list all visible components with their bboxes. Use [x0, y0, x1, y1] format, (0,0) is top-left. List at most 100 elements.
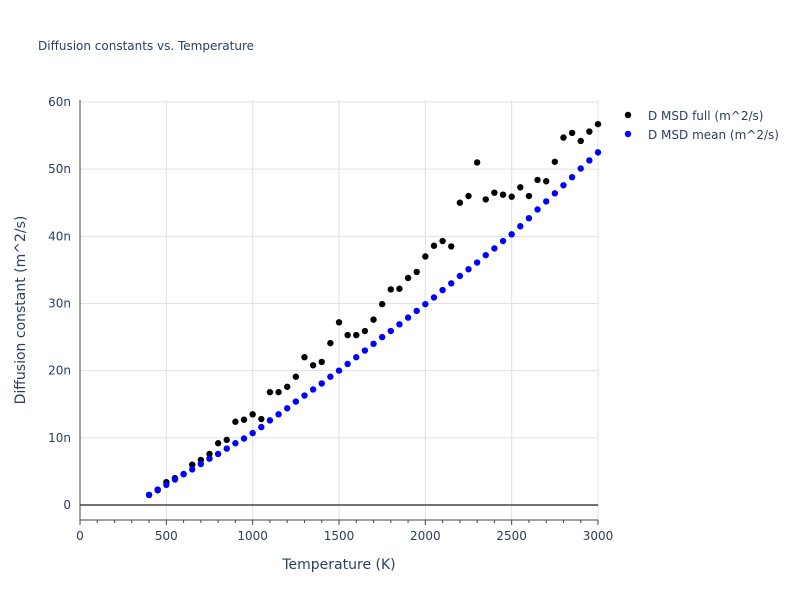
- point-d-msd-full: [413, 268, 420, 276]
- chart-title: Diffusion constants vs. Temperature: [38, 39, 254, 53]
- point-d-msd-full: [353, 331, 360, 339]
- point-d-msd-mean: [292, 398, 300, 405]
- point-d-msd-mean: [309, 386, 317, 393]
- x-tick-label: 500: [155, 529, 178, 543]
- point-d-msd-full: [465, 192, 472, 200]
- point-d-msd-full: [258, 415, 265, 423]
- point-d-msd-mean: [301, 392, 308, 399]
- y-axis-label: Diffusion constant (m^2/s): [13, 216, 29, 405]
- point-d-msd-mean: [439, 286, 446, 294]
- point-d-msd-mean: [214, 450, 222, 458]
- point-d-msd-mean: [197, 460, 205, 468]
- point-d-msd-full: [543, 178, 550, 185]
- legend-marker-mean: [624, 130, 632, 138]
- point-d-msd-full: [223, 436, 230, 444]
- point-d-msd-mean: [249, 429, 256, 437]
- point-d-msd-mean: [430, 294, 438, 301]
- point-d-msd-mean: [232, 440, 239, 447]
- point-d-msd-full: [232, 418, 239, 425]
- point-d-msd-mean: [275, 411, 282, 418]
- grid: [79, 100, 599, 525]
- point-d-msd-mean: [404, 314, 412, 321]
- y-tick-label: 30n: [48, 297, 71, 311]
- point-d-msd-mean: [586, 157, 593, 164]
- point-d-msd-full: [361, 327, 369, 335]
- point-d-msd-full: [284, 383, 291, 390]
- point-d-msd-mean: [189, 466, 196, 473]
- point-d-msd-mean: [543, 198, 550, 205]
- point-d-msd-mean: [551, 190, 559, 197]
- point-d-msd-mean: [396, 321, 403, 328]
- point-d-msd-full: [309, 362, 317, 369]
- point-d-msd-mean: [223, 445, 230, 452]
- point-d-msd-full: [482, 196, 489, 203]
- point-d-msd-full: [301, 354, 308, 361]
- point-d-msd-full: [517, 184, 524, 191]
- point-d-msd-mean: [240, 435, 248, 442]
- y-tick-label: 60n: [48, 95, 71, 109]
- tick-labels: 0 500 1000 1500 2000 2500 3000 0 10n 20n 30n 40n 50n…: [48, 95, 613, 543]
- legend-item-full[interactable]: D MSD full (m^2/s): [624, 109, 764, 123]
- point-d-msd-mean: [145, 491, 153, 499]
- point-d-msd-full: [551, 158, 559, 165]
- point-d-msd-mean: [413, 307, 420, 315]
- point-d-msd-full: [387, 286, 394, 293]
- point-d-msd-mean: [534, 206, 541, 213]
- point-d-msd-full: [214, 440, 222, 447]
- legend-label-full: D MSD full (m^2/s): [648, 109, 763, 123]
- y-tick-label: 20n: [48, 364, 71, 378]
- point-d-msd-full: [586, 128, 593, 135]
- point-d-msd-mean: [473, 259, 481, 266]
- point-d-msd-mean: [456, 272, 464, 280]
- point-d-msd-full: [560, 134, 567, 141]
- point-d-msd-full: [189, 461, 196, 468]
- point-d-msd-mean: [335, 367, 343, 374]
- point-d-msd-mean: [171, 476, 179, 483]
- point-d-msd-mean: [353, 354, 360, 361]
- point-d-msd-mean: [482, 251, 489, 259]
- point-d-msd-full: [534, 176, 541, 184]
- point-d-msd-full: [206, 450, 213, 458]
- point-d-msd-mean: [508, 231, 515, 238]
- point-d-msd-mean: [180, 470, 187, 478]
- point-d-msd-full: [249, 411, 256, 418]
- point-d-msd-full: [335, 319, 343, 326]
- point-d-msd-full: [292, 373, 300, 380]
- point-d-msd-full: [508, 193, 515, 200]
- point-d-msd-full: [456, 199, 464, 206]
- x-tick-label: 2000: [410, 529, 441, 543]
- y-tick-label: 0: [63, 498, 71, 512]
- y-tick-label: 10n: [48, 431, 71, 445]
- legend: D MSD full (m^2/s) D MSD mean (m^2/s): [624, 109, 779, 142]
- point-d-msd-mean: [258, 423, 265, 431]
- point-d-msd-full: [499, 191, 507, 198]
- point-d-msd-mean: [370, 340, 377, 347]
- point-d-msd-mean: [387, 327, 394, 335]
- point-d-msd-full: [422, 253, 429, 260]
- point-d-msd-mean: [284, 405, 291, 412]
- point-d-msd-full: [473, 159, 481, 166]
- point-d-msd-full: [396, 285, 403, 292]
- point-d-msd-full: [491, 189, 498, 196]
- point-d-msd-full: [404, 274, 412, 282]
- point-d-msd-mean: [491, 245, 498, 252]
- point-d-msd-full: [378, 300, 386, 308]
- point-d-msd-mean: [499, 237, 507, 245]
- point-d-msd-full: [240, 416, 248, 423]
- point-d-msd-full: [275, 388, 282, 396]
- point-d-msd-mean: [560, 182, 567, 189]
- point-d-msd-mean: [525, 214, 533, 222]
- x-axis-label: Temperature (K): [281, 557, 395, 573]
- point-d-msd-full: [594, 120, 602, 128]
- point-d-msd-full: [525, 192, 533, 200]
- point-d-msd-mean: [163, 481, 170, 489]
- point-d-msd-mean: [154, 486, 161, 493]
- point-d-msd-mean: [577, 165, 584, 172]
- data-points: [145, 120, 602, 499]
- legend-item-mean[interactable]: D MSD mean (m^2/s): [624, 128, 779, 142]
- point-d-msd-full: [577, 137, 584, 145]
- point-d-msd-mean: [378, 333, 386, 341]
- point-d-msd-mean: [344, 360, 351, 368]
